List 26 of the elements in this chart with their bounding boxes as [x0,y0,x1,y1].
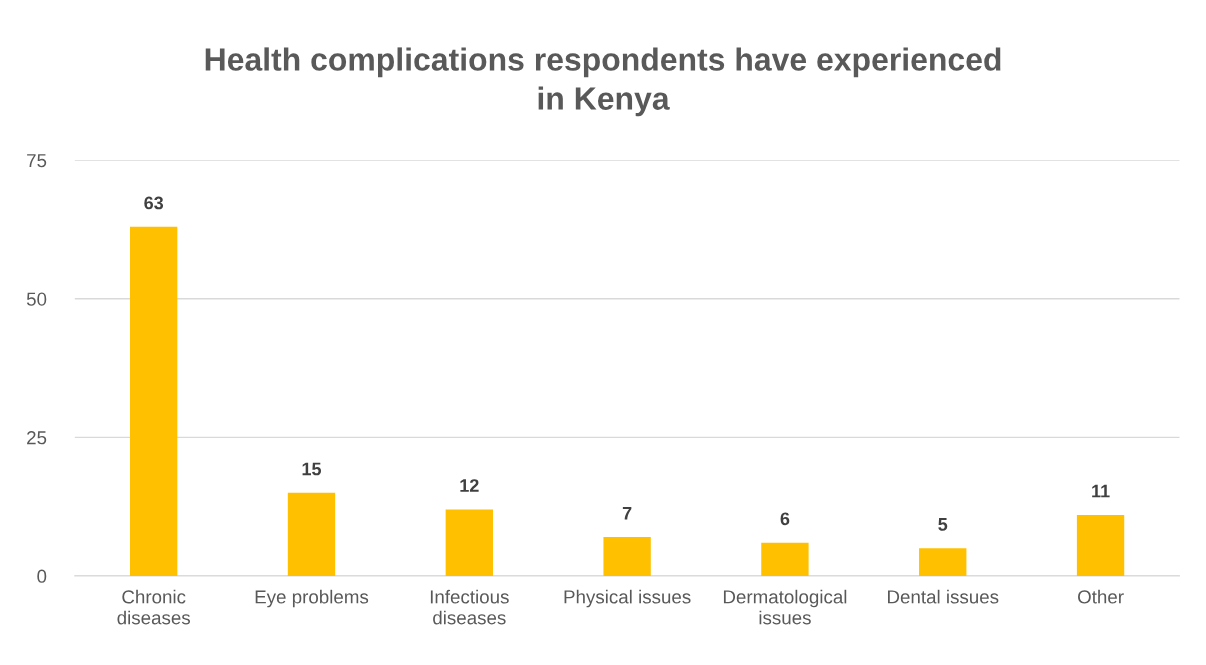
x-tick-label: Physical issues [564,589,691,608]
x-tick-label: Dermatological issues [723,589,847,625]
x-tick-label: Eye problems [255,589,369,608]
y-tick-label: 0 [37,569,47,583]
x-tick-label: Dental issues [888,589,999,604]
chart-title: Health complications respondents have experienced in Kenya [205,47,1001,117]
y-tick-label: 75 [27,154,47,168]
data-label: 7 [622,507,632,520]
y-tick-label: 50 [26,292,47,306]
x-tick-label: Infectious diseases [430,589,509,625]
x-tick-label: Other [1078,589,1124,604]
data-label: 6 [780,512,790,526]
data-label: 12 [460,479,479,492]
data-label: 63 [144,196,164,210]
y-tick-label: 25 [27,431,47,445]
bar [287,492,336,576]
x-tick-label: Chronic diseases [117,589,191,625]
data-label: 5 [938,518,948,531]
bar [445,509,493,576]
bar [130,226,178,576]
bar [603,537,651,576]
data-label: 15 [302,462,322,476]
bar [761,542,809,576]
bar [919,548,967,576]
data-label: 11 [1092,484,1110,498]
bar [1076,514,1125,576]
